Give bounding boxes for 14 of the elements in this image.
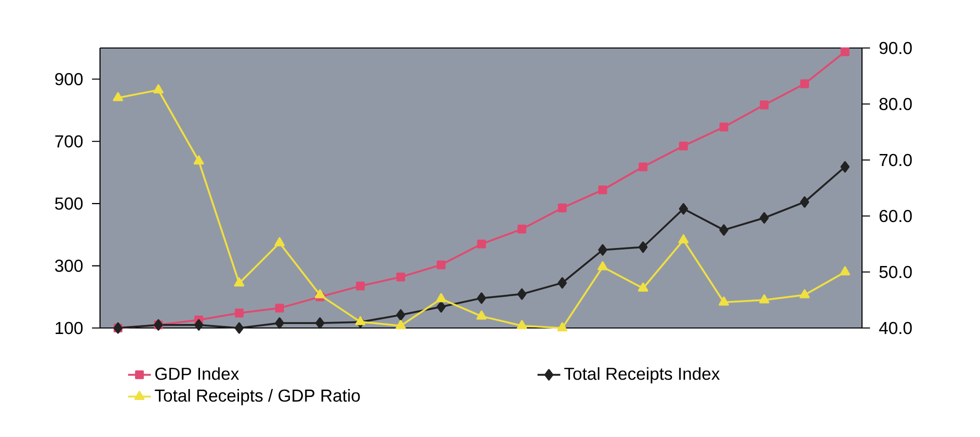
y2-tick-label: 60.0	[880, 210, 912, 222]
y-tick-label: 900	[55, 72, 83, 86]
legend-label: Total Receipts / GDP Ratio	[154, 389, 360, 406]
y-tick-label: 300	[55, 260, 83, 272]
y-tick-label: 100	[56, 322, 83, 334]
y2-tick-label: 80.0	[879, 98, 912, 110]
y2-tick-label: 40.0	[879, 322, 912, 334]
y2-tick-label: 70.0	[880, 154, 912, 166]
y-tick-label: 700	[55, 135, 83, 148]
y2-tick-label: 50.0	[879, 266, 912, 278]
legend-label: Total Receipts Index	[564, 367, 720, 384]
y-tick-label: 500	[55, 197, 83, 210]
y2-tick-label: 90.0	[880, 42, 912, 54]
legend-label: GDP Index	[155, 367, 240, 380]
